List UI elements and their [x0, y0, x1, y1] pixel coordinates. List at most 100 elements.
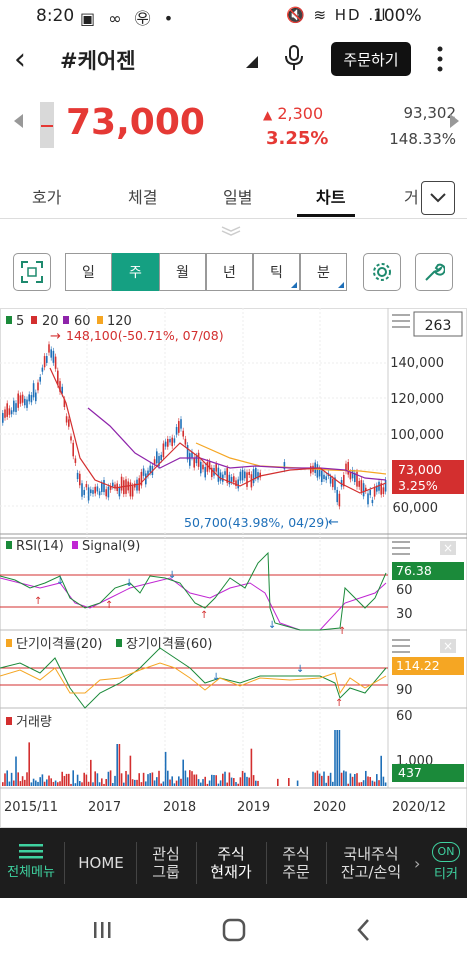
- volume-bar: [129, 755, 132, 786]
- volume-bar: [59, 781, 61, 786]
- stock-title[interactable]: #케어젠: [60, 49, 136, 73]
- volume-bar: [219, 780, 222, 786]
- volume-bar: [233, 778, 235, 786]
- candle-body: [244, 471, 246, 479]
- next-stock-icon[interactable]: [450, 114, 459, 128]
- chart-settings-button[interactable]: [363, 253, 401, 291]
- nav-ticker[interactable]: ON 티커: [426, 828, 466, 898]
- price-tick-140000: 140,000: [390, 356, 444, 371]
- period-month[interactable]: 월: [159, 253, 206, 291]
- candle-body: [63, 399, 66, 408]
- candle-body: [83, 489, 85, 495]
- candle-body: [79, 473, 81, 486]
- candle-body: [349, 472, 352, 480]
- candle-body: [365, 487, 367, 491]
- volume-bar: [191, 771, 193, 786]
- volume-bar: [189, 770, 191, 786]
- candle-body: [15, 403, 17, 413]
- svg-text:↓: ↓: [212, 672, 220, 683]
- volume-bar: [48, 775, 50, 786]
- candle-body: [219, 472, 222, 481]
- candle-body: [61, 386, 63, 394]
- candle-body: [167, 438, 169, 447]
- more-menu-icon[interactable]: [436, 46, 444, 72]
- nav-all-menu[interactable]: 전체메뉴: [0, 828, 62, 898]
- home-icon[interactable]: [222, 918, 246, 942]
- candle-body: [329, 476, 332, 484]
- volume-bar: [314, 772, 316, 786]
- active-tab-indicator: [297, 214, 355, 217]
- volume-bar: [79, 781, 81, 786]
- svg-text:↑: ↑: [34, 596, 42, 607]
- tab-chart[interactable]: 차트: [316, 188, 346, 207]
- stock-chart[interactable]: 5 20 60 120 → 148,100(-50.71%, 07/08) 50…: [0, 308, 467, 828]
- volume-bar: [173, 783, 176, 786]
- disparity-tick-90: 90: [396, 683, 413, 698]
- candle-body: [200, 461, 202, 474]
- disparity-buy-markers: ↑: [335, 698, 343, 709]
- volume-bar: [35, 780, 37, 786]
- volume-bar: [87, 781, 90, 786]
- svg-text:×: ×: [443, 639, 453, 653]
- recent-apps-icon[interactable]: [92, 920, 112, 940]
- low-annotation: 50,700(43.98%, 04/29) ←: [184, 515, 339, 530]
- rsi-buy-markers: ↑ ↑ ↑ ↑: [34, 596, 346, 637]
- candle-body: [136, 479, 138, 491]
- nav-balance[interactable]: 국내주식 잔고/손익: [328, 828, 414, 898]
- bars-count-box[interactable]: 263: [392, 311, 463, 337]
- candle-body: [252, 469, 255, 484]
- bars-count: 263: [425, 318, 452, 334]
- volume-bar: [140, 782, 143, 786]
- volume-bar: [202, 779, 204, 786]
- nav-home[interactable]: HOME: [68, 828, 134, 898]
- nav-stock-price[interactable]: 주식 현재가: [198, 828, 264, 898]
- candle-body: [134, 483, 136, 488]
- volume-bar: [10, 772, 13, 786]
- period-tick-label: 틱: [270, 265, 283, 281]
- volume-bar: [204, 776, 206, 786]
- candle-body: [382, 487, 385, 495]
- collapse-chevron-icon[interactable]: [220, 226, 242, 236]
- nav-watchlist[interactable]: 관심 그룹: [138, 828, 194, 898]
- candle-body: [28, 394, 30, 402]
- tab-daily[interactable]: 일별: [223, 188, 253, 207]
- candle-body: [316, 464, 319, 478]
- fullscreen-button[interactable]: [13, 253, 51, 291]
- period-week[interactable]: 주: [112, 253, 159, 291]
- period-year[interactable]: 년: [206, 253, 253, 291]
- candle-body: [92, 490, 94, 494]
- prev-stock-icon[interactable]: [14, 114, 23, 128]
- tab-more[interactable]: 거: [404, 188, 419, 207]
- back-icon[interactable]: [356, 918, 372, 942]
- tab-hoga[interactable]: 호가: [32, 188, 62, 207]
- candle-body: [246, 472, 248, 487]
- volume-bar: [85, 774, 88, 786]
- candle-body: [107, 486, 110, 498]
- ticker-on-badge: ON: [431, 842, 461, 862]
- microphone-icon[interactable]: [284, 44, 304, 72]
- volume-bar: [167, 770, 169, 786]
- candle-body: [345, 463, 347, 472]
- volume-bar: [39, 777, 41, 786]
- candle-body: [17, 393, 19, 408]
- nav-scroll-chevron-icon[interactable]: ›: [414, 854, 421, 873]
- candle-body: [90, 489, 92, 494]
- dropdown-triangle-icon[interactable]: [246, 56, 258, 68]
- disparity-value: 114.22: [396, 658, 440, 673]
- volume-bar: [26, 772, 28, 786]
- tab-execution[interactable]: 체결: [128, 188, 158, 207]
- period-day[interactable]: 일: [65, 253, 112, 291]
- tabs-dropdown-button[interactable]: [421, 181, 455, 215]
- volume-value: 437: [398, 765, 422, 780]
- period-tick[interactable]: 틱: [253, 253, 300, 291]
- volume-bar: [226, 782, 228, 786]
- candle-body: [325, 476, 327, 481]
- candle-body: [351, 469, 354, 479]
- period-minute[interactable]: 분: [300, 253, 347, 291]
- back-arrow-icon[interactable]: ‹: [14, 42, 26, 77]
- order-button[interactable]: 주문하기: [331, 42, 411, 76]
- volume-bar: [90, 759, 92, 786]
- nav-stock-order[interactable]: 주식 주문: [268, 828, 324, 898]
- candle-body: [318, 468, 321, 477]
- chart-tools-button[interactable]: [415, 253, 453, 291]
